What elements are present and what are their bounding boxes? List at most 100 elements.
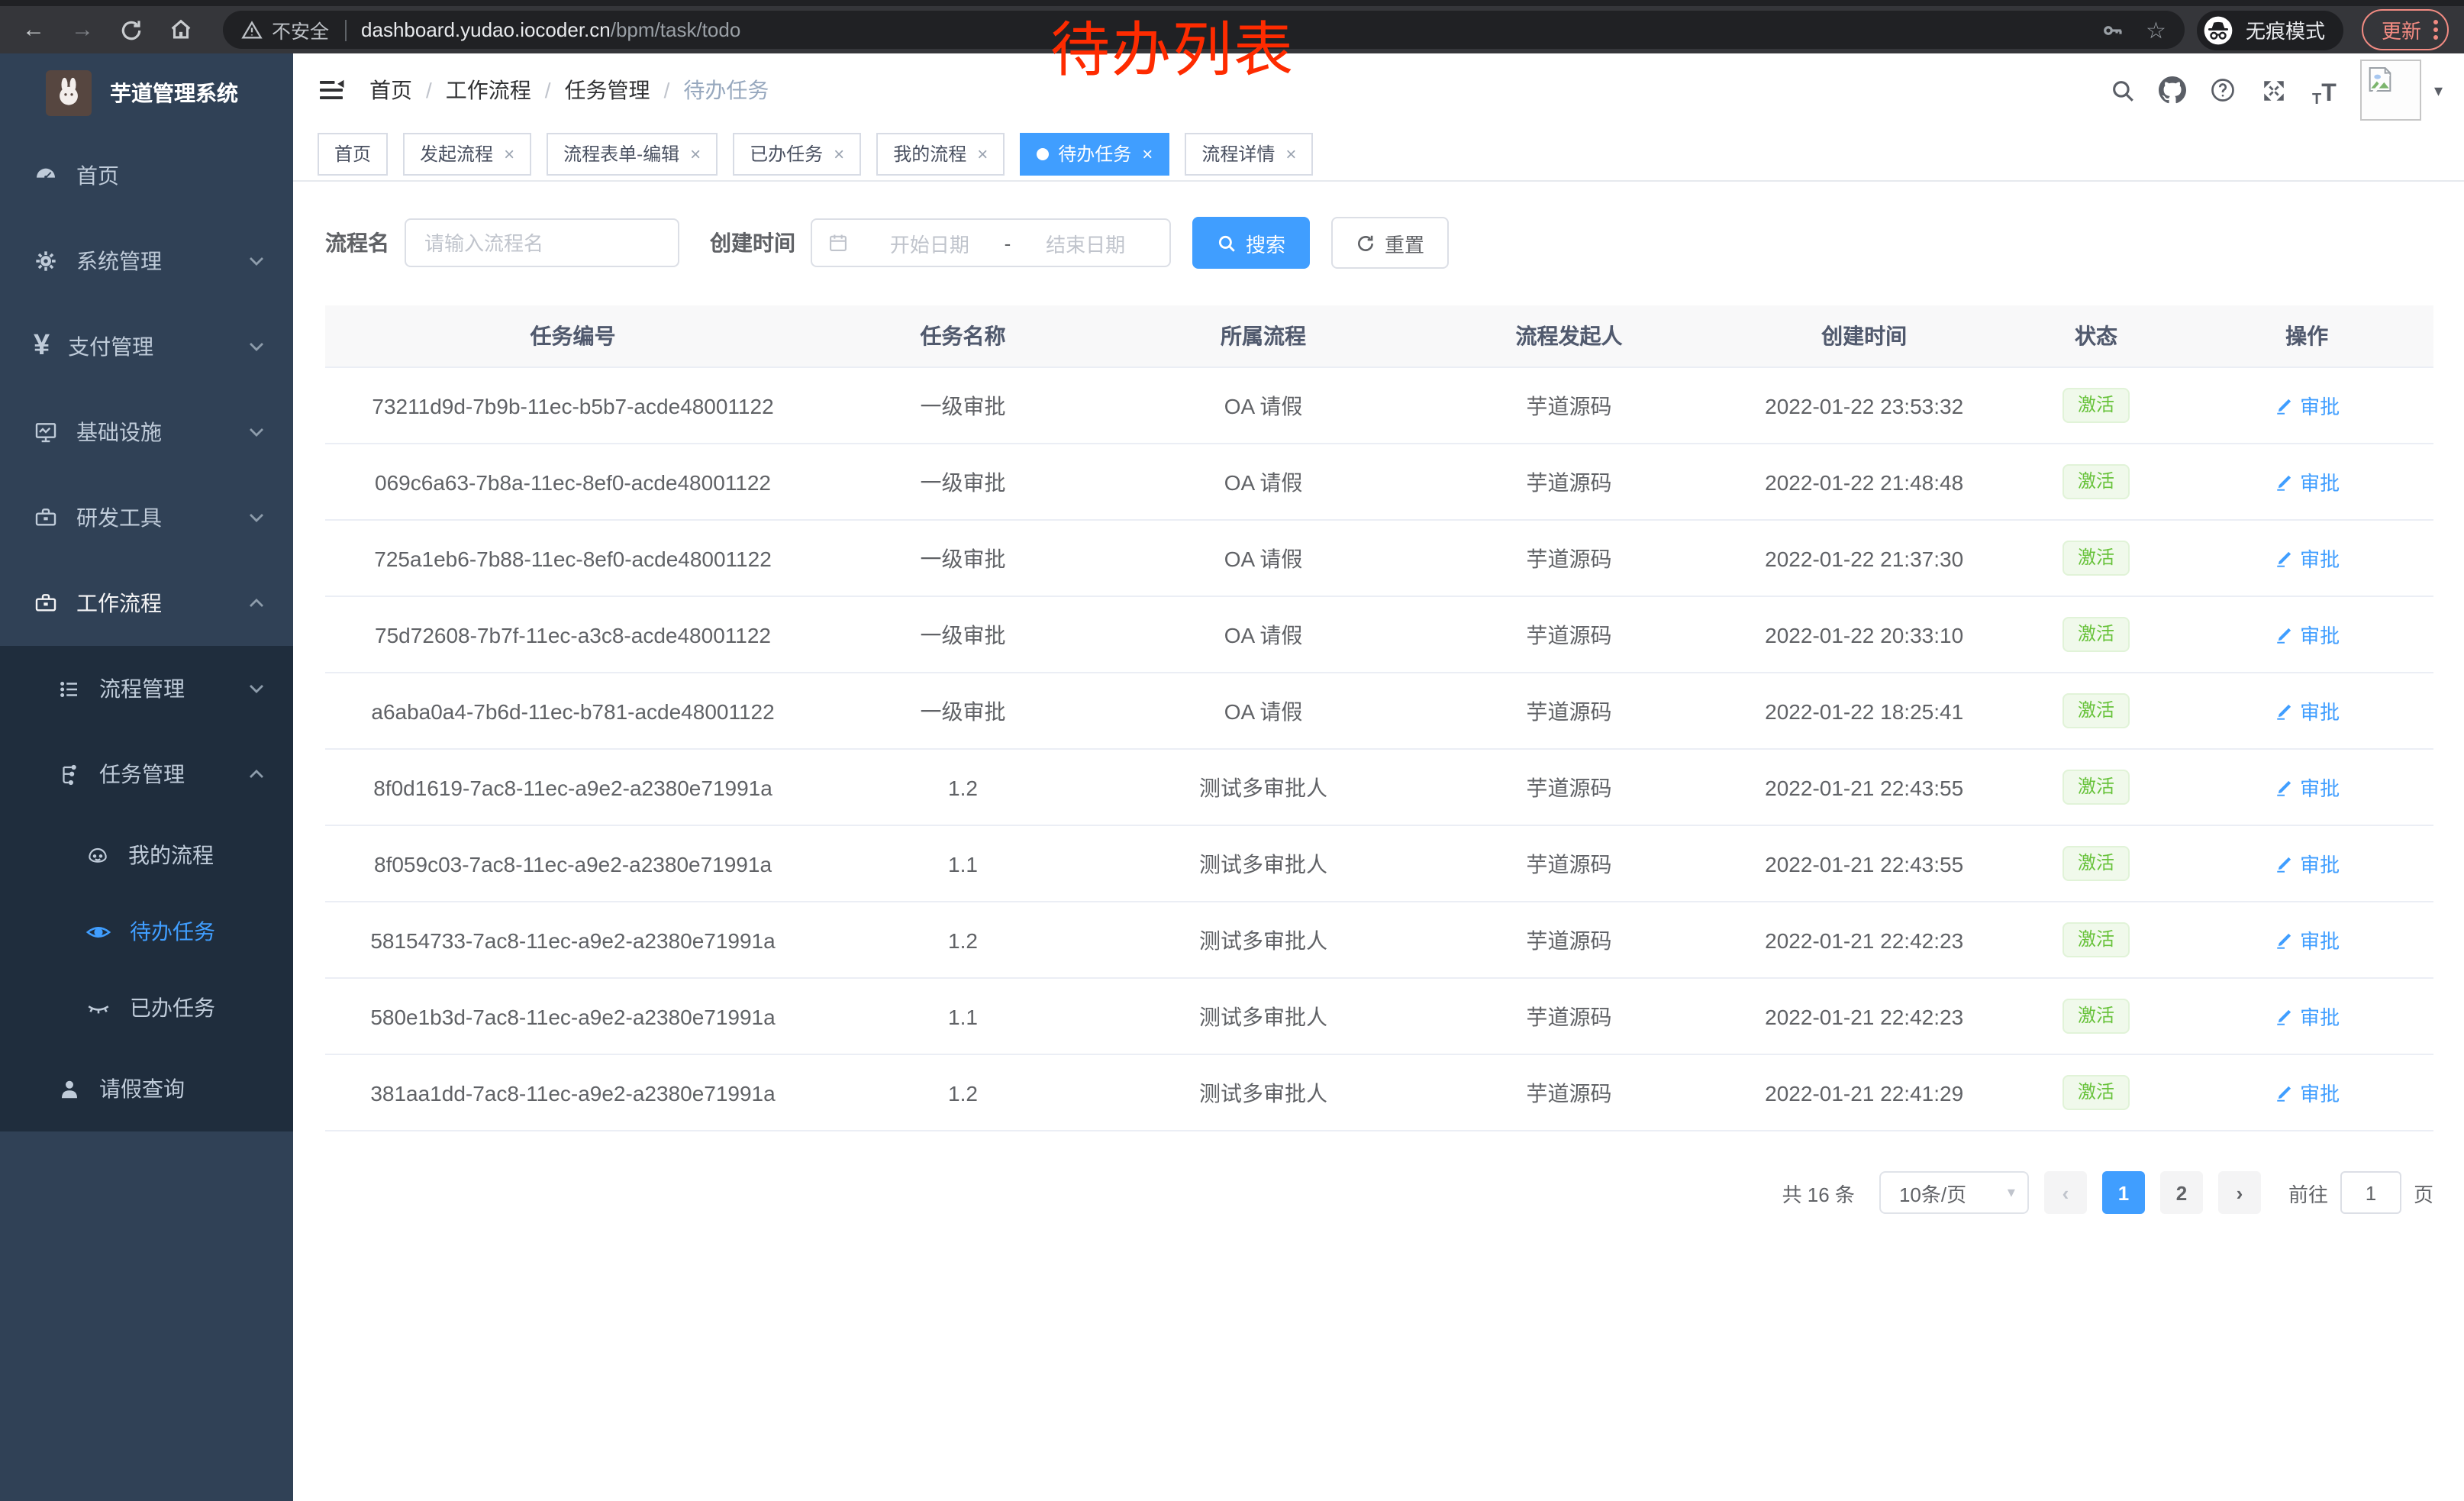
page-button-1[interactable]: 1 xyxy=(2101,1171,2145,1214)
end-date-placeholder[interactable]: 结束日期 xyxy=(1046,233,1126,256)
next-page-button[interactable]: › xyxy=(2217,1171,2261,1214)
range-separator: - xyxy=(1004,231,1011,254)
calendar-icon xyxy=(827,232,849,253)
sidebar-item-done-tasks[interactable]: 已办任务 xyxy=(0,970,293,1046)
avatar[interactable] xyxy=(2360,60,2422,121)
status-badge: 激活 xyxy=(2062,769,2130,805)
tab-process-form-edit[interactable]: 流程表单-编辑 × xyxy=(547,132,718,175)
sidebar-item-process-management[interactable]: 流程管理 xyxy=(0,646,293,731)
breadcrumb-task-management[interactable]: 任务管理 xyxy=(564,78,650,102)
close-icon[interactable]: × xyxy=(834,143,845,164)
sidebar-item-infrastructure[interactable]: 基础设施 xyxy=(0,389,293,475)
back-icon[interactable]: ← xyxy=(22,17,45,43)
goto-page-input[interactable] xyxy=(2340,1171,2401,1214)
sidebar-item-leave-query[interactable]: 请假查询 xyxy=(0,1046,293,1131)
approve-link[interactable]: 审批 xyxy=(2274,544,2340,573)
help-icon[interactable] xyxy=(2205,72,2242,108)
reset-button[interactable]: 重置 xyxy=(1331,217,1450,269)
sidebar-item-task-management[interactable]: 任务管理 xyxy=(0,731,293,817)
reload-icon[interactable] xyxy=(113,11,150,48)
password-key-icon[interactable] xyxy=(2100,18,2124,42)
close-icon[interactable]: × xyxy=(690,143,701,164)
bookmark-star-icon[interactable]: ☆ xyxy=(2146,18,2166,44)
chevron-up-icon xyxy=(247,765,266,783)
person-icon xyxy=(58,1077,81,1100)
page-size-select[interactable]: 10条/页 ▾ xyxy=(1879,1171,2029,1214)
breadcrumb-home[interactable]: 首页 xyxy=(369,78,412,102)
start-date-placeholder[interactable]: 开始日期 xyxy=(889,233,969,256)
close-icon[interactable]: × xyxy=(1285,143,1297,164)
sidebar-item-payment[interactable]: ¥ 支付管理 xyxy=(0,304,293,389)
process-name-input[interactable] xyxy=(405,218,679,267)
url-divider xyxy=(344,19,347,40)
search-icon[interactable] xyxy=(2104,72,2141,108)
url-bar[interactable]: 不安全 dashboard.yudao.iocoder.cn /bpm/task… xyxy=(223,11,2185,49)
tree-icon xyxy=(58,763,81,786)
incognito-chip[interactable]: 无痕模式 xyxy=(2196,10,2343,50)
avatar-dropdown-caret-icon[interactable]: ▾ xyxy=(2433,82,2443,100)
table-row: 8f0d1619-7ac8-11ec-a9e2-a2380e71991a 1.2… xyxy=(325,750,2433,826)
approve-link[interactable]: 审批 xyxy=(2274,467,2340,496)
approve-link[interactable]: 审批 xyxy=(2274,391,2340,420)
tab-home[interactable]: 首页 xyxy=(318,132,389,175)
table-row: 73211d9d-7b9b-11ec-b5b7-acde48001122 一级审… xyxy=(325,368,2433,444)
table-row: 069c6a63-7b8a-11ec-8ef0-acde48001122 一级审… xyxy=(325,444,2433,521)
fullscreen-icon[interactable] xyxy=(2256,72,2292,108)
approve-link[interactable]: 审批 xyxy=(2274,773,2340,802)
chevron-down-icon xyxy=(247,423,266,441)
approve-link[interactable]: 审批 xyxy=(2274,696,2340,725)
url-path[interactable]: /bpm/task/todo xyxy=(610,18,741,41)
edit-pen-icon xyxy=(2276,551,2291,567)
prev-page-button[interactable]: ‹ xyxy=(2043,1171,2087,1214)
search-icon xyxy=(1217,233,1237,253)
tab-todo-tasks[interactable]: 待办任务 × xyxy=(1020,132,1170,175)
table-row: 725a1eb6-7b88-11ec-8ef0-acde48001122 一级审… xyxy=(325,521,2433,597)
incognito-icon xyxy=(2204,15,2233,44)
gear-icon xyxy=(34,249,58,273)
security-label[interactable]: 不安全 xyxy=(272,21,330,43)
approve-link[interactable]: 审批 xyxy=(2274,925,2340,954)
approve-link[interactable]: 审批 xyxy=(2274,1078,2340,1107)
sidebar-item-todo-tasks[interactable]: 待办任务 xyxy=(0,893,293,970)
status-badge: 激活 xyxy=(2062,998,2130,1035)
tab-process-detail[interactable]: 流程详情 × xyxy=(1185,132,1314,175)
edit-pen-icon xyxy=(2276,1086,2291,1102)
sidebar: 芋道管理系统 首页 系统管理 xyxy=(0,53,293,1501)
close-icon[interactable]: × xyxy=(504,143,515,164)
close-icon[interactable]: × xyxy=(1142,143,1153,164)
logo[interactable]: 芋道管理系统 xyxy=(0,53,293,133)
github-icon[interactable] xyxy=(2155,72,2191,108)
tab-my-process[interactable]: 我的流程 × xyxy=(876,132,1005,175)
filter-form: 流程名 创建时间 开始日期 - 结束日期 xyxy=(325,217,2433,269)
approve-link[interactable]: 审批 xyxy=(2274,849,2340,878)
date-range-picker[interactable]: 开始日期 - 结束日期 xyxy=(811,218,1171,267)
close-icon[interactable]: × xyxy=(977,143,989,164)
sidebar-item-home[interactable]: 首页 xyxy=(0,133,293,218)
browser-menu-icon[interactable] xyxy=(2433,20,2438,40)
sidebar-item-my-process[interactable]: 我的流程 xyxy=(0,817,293,893)
browser-toolbar: ← → 不安全 dashboard.yudao.iocoder.cn /bpm/… xyxy=(0,0,2464,53)
url-domain[interactable]: dashboard.yudao.iocoder.cn xyxy=(361,18,611,41)
status-badge: 激活 xyxy=(2062,387,2130,424)
chevron-down-icon xyxy=(247,508,266,527)
update-button[interactable]: 更新 xyxy=(2361,9,2449,50)
sidebar-item-system[interactable]: 系统管理 xyxy=(0,218,293,304)
search-button[interactable]: 搜索 xyxy=(1192,217,1311,269)
sidebar-item-devtools[interactable]: 研发工具 xyxy=(0,475,293,560)
home-icon[interactable] xyxy=(162,11,198,48)
tab-done-tasks[interactable]: 已办任务 × xyxy=(733,132,862,175)
monitor-icon xyxy=(34,420,58,444)
approve-link[interactable]: 审批 xyxy=(2274,620,2340,649)
sidebar-collapse-icon[interactable] xyxy=(318,76,345,104)
page-unit-label: 页 xyxy=(2413,1183,2433,1206)
page-button-2[interactable]: 2 xyxy=(2159,1171,2203,1214)
breadcrumb-workflow[interactable]: 工作流程 xyxy=(445,78,531,102)
sidebar-item-workflow[interactable]: 工作流程 xyxy=(0,560,293,646)
tab-start-process[interactable]: 发起流程 × xyxy=(403,132,532,175)
edit-pen-icon xyxy=(2276,933,2291,949)
forward-icon[interactable]: → xyxy=(71,17,94,43)
approve-link[interactable]: 审批 xyxy=(2274,1002,2340,1031)
window-top-strip xyxy=(0,0,2464,6)
table-header-row: 任务编号 任务名称 所属流程 流程发起人 创建时间 状态 操作 xyxy=(325,305,2433,368)
